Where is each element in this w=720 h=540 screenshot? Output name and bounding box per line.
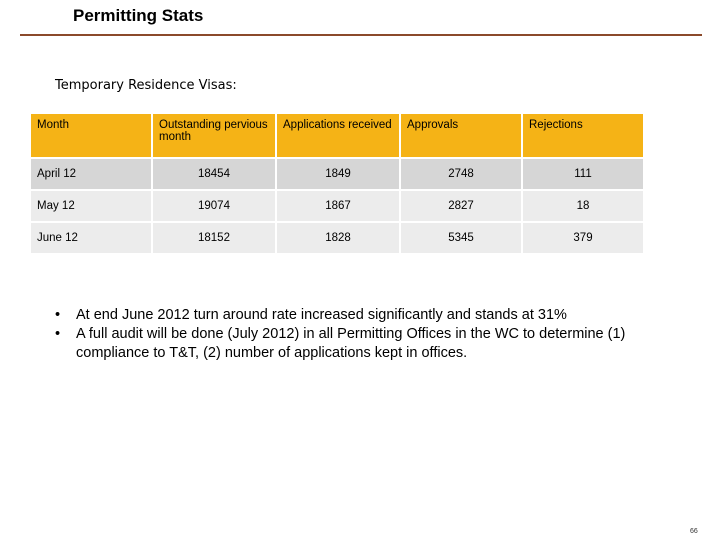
cell-outstanding: 18454 — [153, 159, 275, 189]
list-item: • A full audit will be done (July 2012) … — [55, 325, 655, 363]
column-header-rejections: Rejections — [523, 114, 643, 157]
list-item: • At end June 2012 turn around rate incr… — [55, 306, 655, 325]
column-header-outstanding: Outstanding pervious month — [153, 114, 275, 157]
column-header-month: Month — [31, 114, 151, 157]
cell-approvals: 5345 — [401, 223, 521, 253]
cell-rejections: 111 — [523, 159, 643, 189]
cell-applications: 1867 — [277, 191, 399, 221]
cell-rejections: 18 — [523, 191, 643, 221]
cell-month: April 12 — [31, 159, 151, 189]
cell-month: June 12 — [31, 223, 151, 253]
bullet-icon: • — [55, 307, 61, 323]
visa-stats-table: Month Outstanding pervious month Applica… — [29, 112, 645, 255]
cell-rejections: 379 — [523, 223, 643, 253]
cell-month: May 12 — [31, 191, 151, 221]
notes-list: • At end June 2012 turn around rate incr… — [55, 306, 655, 363]
title-divider — [20, 34, 702, 36]
column-header-applications: Applications received — [277, 114, 399, 157]
page-title: Permitting Stats — [73, 6, 204, 25]
cell-outstanding: 18152 — [153, 223, 275, 253]
column-header-approvals: Approvals — [401, 114, 521, 157]
section-heading: Temporary Residence Visas: — [55, 78, 237, 93]
table-row: June 12 18152 1828 5345 379 — [31, 223, 643, 253]
table-row: May 12 19074 1867 2827 18 — [31, 191, 643, 221]
table-row: April 12 18454 1849 2748 111 — [31, 159, 643, 189]
note-text: At end June 2012 turn around rate increa… — [76, 307, 567, 323]
table-header-row: Month Outstanding pervious month Applica… — [31, 114, 643, 157]
cell-outstanding: 19074 — [153, 191, 275, 221]
cell-approvals: 2827 — [401, 191, 521, 221]
cell-applications: 1849 — [277, 159, 399, 189]
cell-approvals: 2748 — [401, 159, 521, 189]
page-number: 66 — [690, 528, 698, 535]
cell-applications: 1828 — [277, 223, 399, 253]
bullet-icon: • — [55, 326, 61, 342]
note-text: A full audit will be done (July 2012) in… — [76, 326, 626, 361]
